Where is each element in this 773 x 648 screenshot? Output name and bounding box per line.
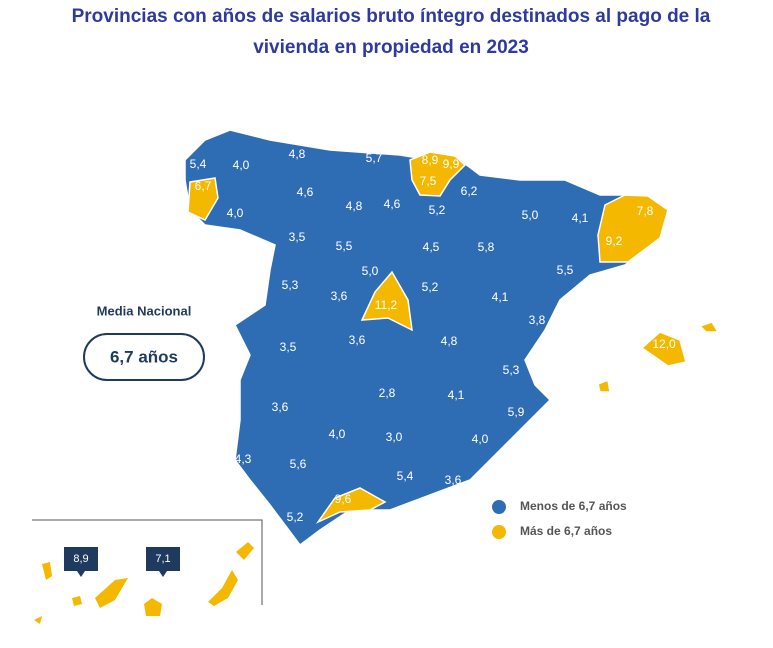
province-value: 4,5 (423, 240, 440, 254)
province-value: 5,9 (508, 405, 525, 419)
province-value: 4,3 (235, 452, 252, 466)
province-value: 5,8 (478, 240, 495, 254)
island (34, 616, 42, 624)
callout (64, 547, 98, 577)
province-value: 2,8 (379, 386, 396, 400)
canarias (34, 542, 254, 624)
title-line-1: Provincias con años de salarios bruto ín… (72, 6, 711, 27)
island (144, 598, 162, 616)
inset-frame (32, 519, 263, 605)
province-value: 4,8 (289, 147, 306, 161)
province-value: 5,0 (522, 208, 539, 222)
province-value: 3,8 (529, 313, 546, 327)
region-cataluna (597, 194, 669, 263)
province-value: 5,3 (282, 278, 299, 292)
province-value: 12,0 (652, 337, 676, 351)
province-value: 3,6 (272, 400, 289, 414)
labels: 5,4 4,0 4,8 5,7 8,9 9,9 6,7 7,5 6,2 4,0 4,6 4,8 4,6 5… (64, 147, 676, 577)
province-value: 3,6 (349, 333, 366, 347)
legend-label: Menos de 6,7 años (520, 499, 627, 513)
legend-swatch (492, 500, 506, 514)
province-value: 4,0 (233, 158, 250, 172)
region-pais-vasco (409, 151, 467, 197)
province-value: 6,7 (195, 179, 212, 193)
province-value: 4,8 (441, 334, 458, 348)
province-value: 5,3 (503, 363, 520, 377)
province-value: 3,5 (289, 230, 306, 244)
province-value: 7,8 (637, 204, 654, 218)
province-value: 9,9 (443, 157, 460, 171)
province-value: 5,5 (336, 239, 353, 253)
island (95, 578, 128, 608)
media-label: Media Nacional (97, 303, 192, 318)
region-mallorca (640, 331, 687, 367)
province-value: 9,2 (606, 234, 623, 248)
mainland (184, 129, 666, 547)
callout (146, 547, 180, 577)
region-galicia (187, 177, 219, 221)
province-value: 4,1 (448, 388, 465, 402)
province-value: 7,5 (420, 174, 437, 188)
province-value: 3,6 (331, 289, 348, 303)
region-malaga (315, 487, 387, 524)
province-value: 5,6 (290, 457, 307, 471)
province-value: 3,0 (386, 430, 403, 444)
title-line-2: vivienda en propiedad en 2023 (253, 37, 529, 58)
province-value: 5,2 (422, 280, 439, 294)
province-value: 5,5 (557, 263, 574, 277)
province-value: 4,8 (346, 199, 363, 213)
province-value: 6,2 (461, 184, 478, 198)
island (72, 596, 82, 606)
province-value: 5,2 (287, 510, 304, 524)
province-value: 5,4 (397, 469, 414, 483)
province-value: 5,2 (429, 203, 446, 217)
province-value: 5,0 (362, 264, 379, 278)
legend-label: Más de 6,7 años (520, 524, 612, 538)
province-value: 5,7 (366, 151, 383, 165)
island (208, 570, 238, 606)
province-value: 3,5 (280, 340, 297, 354)
canarias-value: 7,1 (155, 553, 170, 565)
island (236, 542, 254, 560)
legend-swatch (492, 525, 506, 539)
province-value: 11,2 (375, 298, 398, 312)
region-ibiza (597, 378, 611, 393)
province-value: 4,0 (472, 432, 489, 446)
region-madrid (360, 270, 413, 332)
province-value: 5,4 (190, 157, 207, 171)
province-value: 3,6 (445, 473, 462, 487)
region-menorca (698, 321, 720, 333)
island (42, 562, 52, 580)
canarias-value: 8,9 (73, 553, 88, 565)
media-value: 6,7 años (110, 347, 178, 366)
province-value: 4,0 (329, 427, 346, 441)
province-value: 9,6 (335, 492, 352, 506)
province-value: 4,6 (297, 185, 314, 199)
media-box (83, 333, 205, 381)
province-value: 4,0 (227, 206, 244, 220)
province-value: 8,9 (422, 153, 439, 167)
high-regions (187, 151, 720, 524)
province-value: 4,6 (384, 197, 401, 211)
province-value: 4,1 (492, 290, 509, 304)
province-value: 4,1 (572, 211, 589, 225)
